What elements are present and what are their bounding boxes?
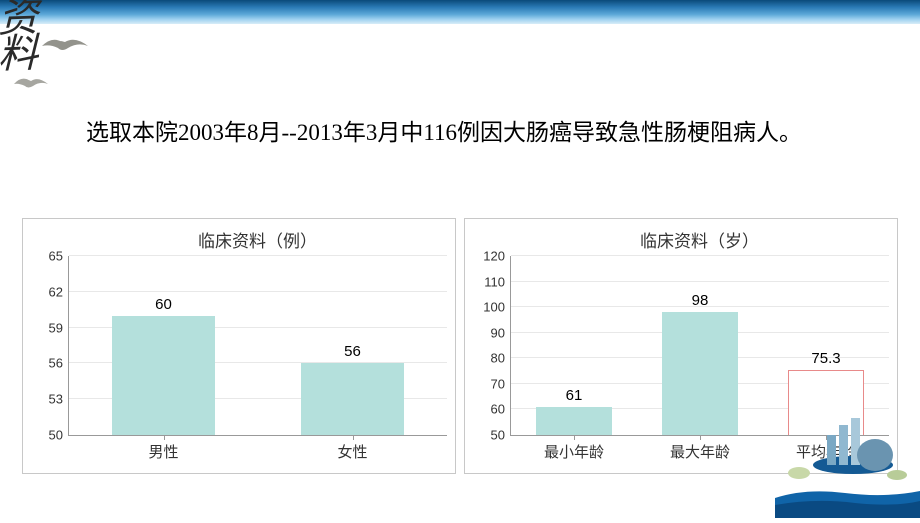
bar-value-label: 56 [344, 343, 361, 364]
bar: 60 [112, 316, 216, 435]
x-axis-label: 最大年龄 [637, 441, 763, 462]
x-axis-label: 平均年龄 [763, 441, 889, 462]
x-axis-tick [826, 435, 827, 440]
x-axis-tick [700, 435, 701, 440]
chart-right-plot: 5060708090100110120619875.3最小年龄最大年龄平均年龄 [510, 256, 889, 436]
seagull-icon [12, 70, 50, 99]
chart-left-plot: 5053565962656056男性女性 [68, 256, 447, 436]
y-axis-label: 100 [483, 300, 511, 315]
y-axis-label: 80 [491, 351, 511, 366]
x-axis-label: 女性 [258, 441, 447, 462]
bar-value-label: 60 [155, 296, 172, 317]
x-axis-label: 最小年龄 [511, 441, 637, 462]
bar-value-label: 75.3 [811, 350, 840, 371]
y-axis-label: 70 [491, 376, 511, 391]
bar: 98 [662, 312, 738, 435]
bar: 56 [301, 363, 405, 435]
calligraphy-line-2: 料 [0, 35, 38, 72]
y-axis-label: 65 [49, 249, 69, 264]
y-axis-label: 110 [484, 274, 511, 289]
x-labels-row: 最小年龄最大年龄平均年龄 [511, 441, 889, 462]
y-axis-label: 53 [49, 392, 69, 407]
y-axis-label: 120 [483, 249, 511, 264]
chart-right: 临床资料（岁） 50 60 70 80 90 100 110 120 61 98 75.3 最小年龄最… [464, 218, 898, 474]
x-axis-tick [164, 435, 165, 440]
description-text: 选取本院2003年8月--2013年3月中116例因大肠癌导致急性肠梗阻病人。 [40, 110, 890, 156]
x-axis-tick [574, 435, 575, 440]
bar: 75.3 [788, 370, 864, 435]
bar: 61 [536, 407, 612, 435]
y-axis-label: 50 [491, 428, 511, 443]
top-gradient-banner [0, 0, 920, 24]
bars-container: 60 56 [69, 256, 447, 435]
chart-left-title: 临床资料（例） [68, 227, 447, 252]
y-axis-label: 59 [49, 320, 69, 335]
y-axis-label: 90 [491, 325, 511, 340]
bar-value-label: 98 [692, 292, 709, 313]
y-axis-label: 56 [49, 356, 69, 371]
chart-right-title: 临床资料（岁） [510, 227, 889, 252]
x-labels-row: 男性女性 [69, 441, 447, 462]
x-axis-label: 男性 [69, 441, 258, 462]
charts-row: 临床资料（例） 5053565962656056男性女性 临床资料（岁） 506… [22, 218, 898, 474]
calligraphy-title: 资 料 [0, 0, 38, 73]
x-axis-tick [353, 435, 354, 440]
y-axis-label: 60 [491, 402, 511, 417]
y-axis-label: 62 [49, 284, 69, 299]
y-axis-label: 50 [49, 428, 69, 443]
seagull-icon [40, 28, 90, 65]
chart-left: 临床资料（例） 50 53 56 59 62 65 60 56 男性女性 [22, 218, 456, 474]
bar-value-label: 61 [566, 387, 583, 408]
bars-container: 61 98 75.3 [511, 256, 889, 435]
